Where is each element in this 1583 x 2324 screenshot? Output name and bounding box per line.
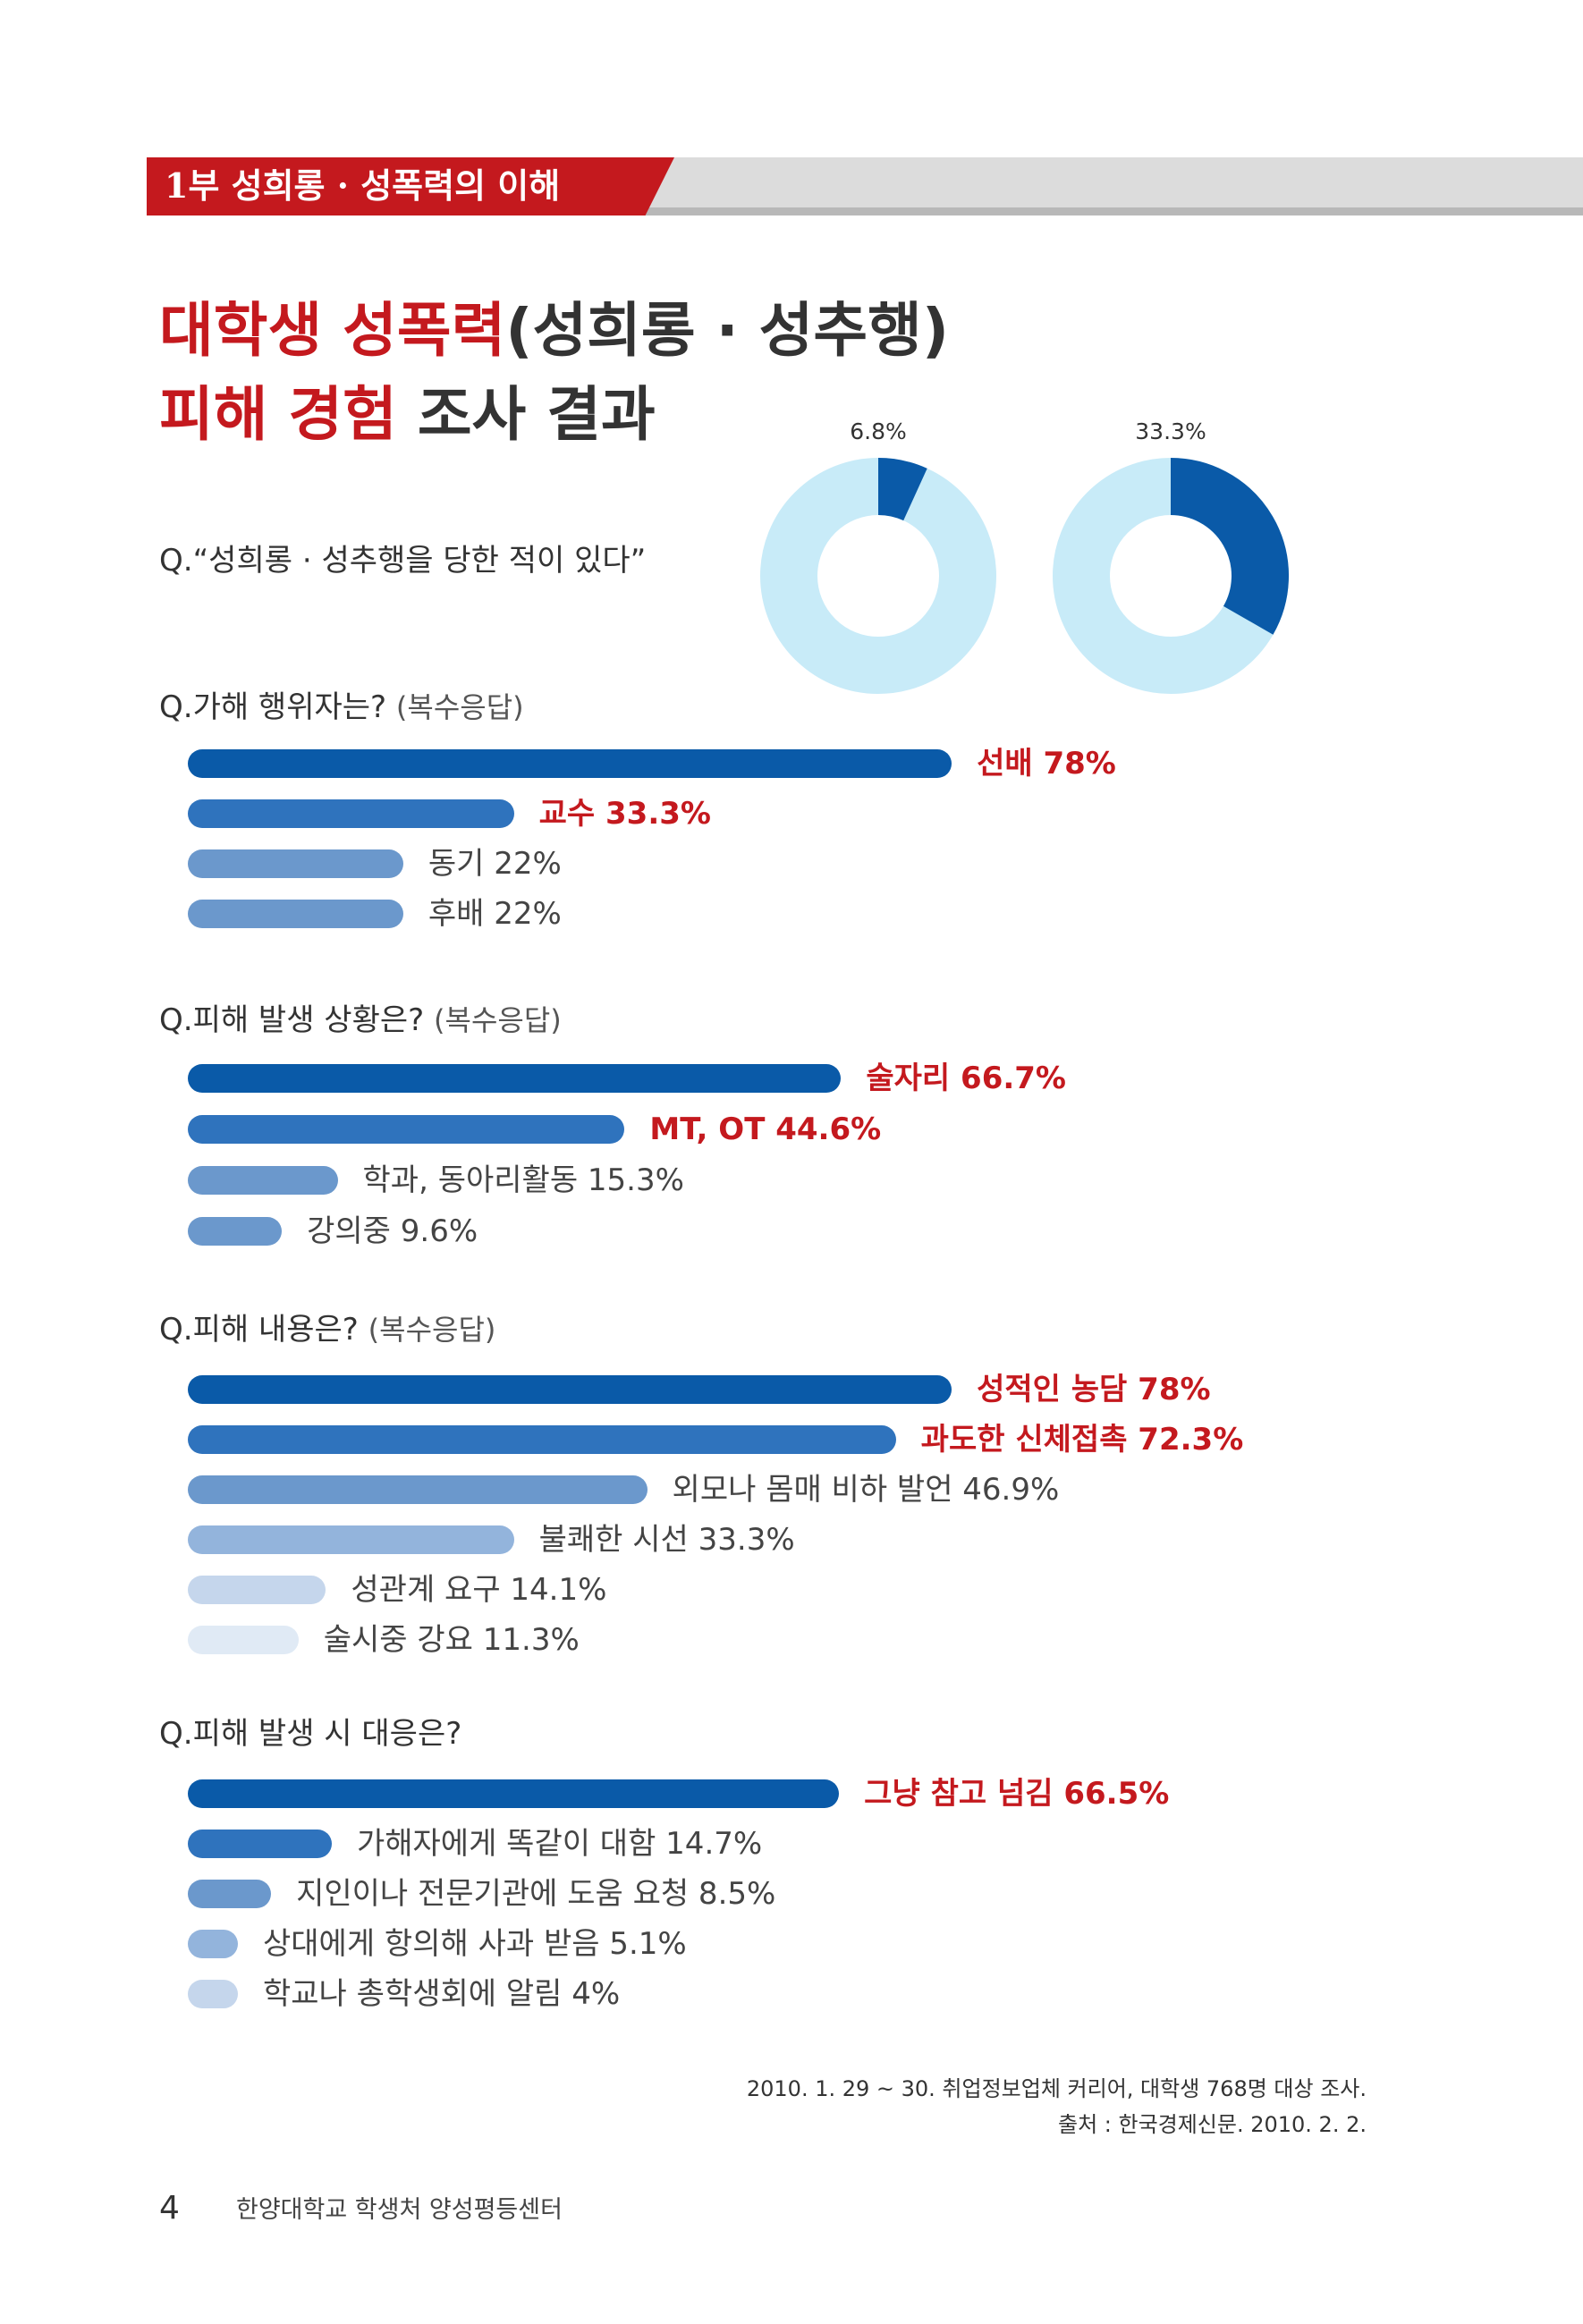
question-perpetrator-text: Q.가해 행위자는? [159,689,387,725]
question-situation-note: (복수응답) [434,1003,562,1037]
bar-2-3 [188,1217,283,1246]
header-rule [147,207,1583,215]
page-number: 4 [159,2190,180,2227]
bar-1-1 [188,799,514,828]
bar-label-2-2: 학과, 동아리활동 15.3% [362,1162,684,1198]
bar-3-4 [188,1576,326,1604]
question-content-text: Q.피해 내용은? [159,1312,359,1348]
bar-label-1-1: 교수 33.3% [538,796,711,832]
bar-4-0 [188,1779,840,1808]
donut-slice-2 [1169,458,1289,635]
bar-4-3 [188,1930,238,1958]
bar-4-1 [188,1830,332,1858]
bar-1-2 [188,849,403,878]
bar-label-3-0: 성적인 농담 78% [977,1372,1211,1407]
footer-organization: 한양대학교 학생처 양성평등센터 [236,2196,563,2224]
title-red-part2: 피해 경험 [159,380,397,449]
bar-3-1 [188,1425,896,1454]
question-content: Q.피해 내용은? (복수응답) [159,1311,495,1348]
title-rest-part2: 조사 결과 [396,380,656,449]
bar-label-4-1: 가해자에게 똑같이 대함 14.7% [356,1826,763,1862]
bar-label-3-5: 술시중 강요 11.3% [323,1622,580,1658]
bar-2-2 [188,1166,338,1195]
donut-label-1: 6.8% [850,418,907,444]
donut-chart-2 [1053,458,1289,694]
bar-label-1-3: 후배 22% [427,896,562,932]
question-response: Q.피해 발생 시 대응은? [159,1716,462,1752]
bar-label-4-2: 지인이나 전문기관에 도움 요청 8.5% [296,1876,776,1912]
bar-label-4-0: 그냥 참고 넘김 66.5% [864,1776,1170,1812]
bar-label-1-2: 동기 22% [427,846,562,882]
header-section-title: 1부 성희롱 · 성폭력의 이해 [165,165,561,206]
source-note-line1: 2010. 1. 29 ~ 30. 취업정보업체 커리어, 대학생 768명 대… [746,2076,1367,2101]
bar-4-4 [188,1980,238,2008]
donut-chart-1 [760,458,996,694]
bar-label-2-1: MT, OT 44.6% [649,1111,882,1147]
title-rest-part1: (성희롱 · 성추행) [505,296,949,365]
bar-3-3 [188,1525,514,1554]
question-content-note: (복수응답) [368,1313,496,1347]
question-experience: Q.“성희롱 · 성추행을 당한 적이 있다” [159,543,647,579]
bar-label-3-3: 불쾌한 시선 33.3% [538,1522,795,1558]
source-note-line2: 출처 : 한국경제신문. 2010. 2. 2. [1057,2112,1367,2137]
header-section-tab [147,157,674,215]
question-perpetrator: Q.가해 행위자는? (복수응답) [159,689,524,726]
donut-slice-1 [876,458,927,521]
bar-1-3 [188,900,403,928]
bar-3-0 [188,1375,952,1404]
bar-label-3-4: 성관계 요구 14.1% [351,1572,607,1608]
question-perpetrator-note: (복수응답) [395,690,524,724]
donut-label-2: 33.3% [1135,418,1206,444]
bar-3-2 [188,1475,648,1504]
bar-label-4-4: 학교나 총학생회에 알림 4% [263,1976,621,2012]
bar-label-3-2: 외모나 몸매 비하 발언 46.9% [672,1472,1060,1508]
bar-1-0 [188,749,952,778]
bar-2-1 [188,1115,625,1144]
question-situation-text: Q.피해 발생 상황은? [159,1002,425,1038]
bar-label-1-0: 선배 78% [977,746,1116,782]
bar-3-5 [188,1626,299,1654]
title-red-part1: 대학생 성폭력 [159,296,506,365]
page-title-line1: 대학생 성폭력(성희롱 · 성추행) [159,295,949,367]
bar-label-2-0: 술자리 66.7% [866,1061,1066,1096]
bar-4-2 [188,1880,272,1908]
bar-label-3-1: 과도한 신체접촉 72.3% [920,1422,1244,1458]
bar-label-4-3: 상대에게 항의해 사과 받음 5.1% [263,1926,687,1962]
bar-2-0 [188,1064,842,1093]
page-title-line2: 피해 경험 조사 결과 [159,379,656,451]
question-situation: Q.피해 발생 상황은? (복수응답) [159,1001,562,1039]
bar-label-2-3: 강의중 9.6% [307,1213,478,1249]
